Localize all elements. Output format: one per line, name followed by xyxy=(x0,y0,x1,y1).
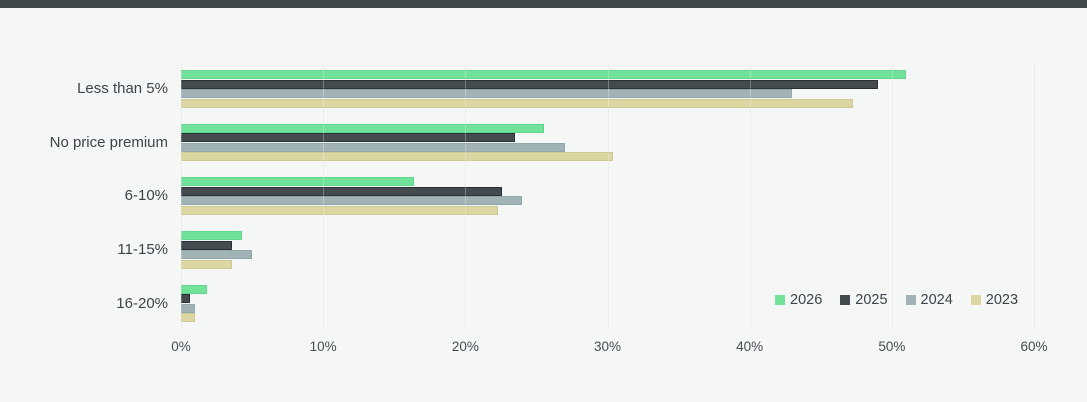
bar-2023-6-10- xyxy=(181,205,499,215)
x-tick-label: 20% xyxy=(451,339,479,354)
gridline-40% xyxy=(749,62,751,330)
bar-2025-16-20- xyxy=(181,294,190,304)
bar-2026-less-than-5- xyxy=(181,70,907,79)
gridline-60% xyxy=(1034,62,1035,330)
bar-2024-16-20- xyxy=(181,303,196,313)
bar-2024-11-15- xyxy=(181,250,253,260)
bar-2025-6-10- xyxy=(181,186,503,196)
bar-2026-no-price-premium xyxy=(181,123,544,133)
gridline-50% xyxy=(891,62,893,330)
bar-2024-no-price-premium xyxy=(181,142,565,152)
bar-2026-6-10- xyxy=(181,177,415,187)
top-accent-strip xyxy=(0,0,1087,8)
category-label: 16-20% xyxy=(116,294,168,312)
bar-2025-less-than-5- xyxy=(181,79,878,89)
legend-item-2024: 2024 xyxy=(905,292,953,308)
legend-item-2023: 2023 xyxy=(970,292,1019,308)
x-tick-label: 40% xyxy=(736,339,764,354)
x-tick-label: 0% xyxy=(171,339,191,354)
legend-swatch-2023 xyxy=(970,295,981,305)
bar-2023-less-than-5- xyxy=(181,98,854,108)
gridline-30% xyxy=(607,62,609,330)
legend-label: 2024 xyxy=(920,292,953,308)
bar-2026-11-15- xyxy=(181,231,243,241)
x-tick-label: 50% xyxy=(878,339,906,354)
legend-item-2026: 2026 xyxy=(775,293,822,307)
bar-2023-16-20- xyxy=(181,313,196,323)
category-label: 11-15% xyxy=(117,241,168,259)
legend-label: 2023 xyxy=(985,292,1019,308)
category-label: Less than 5% xyxy=(77,80,168,97)
gridline-20% xyxy=(465,62,467,330)
x-tick-label: 30% xyxy=(593,339,622,354)
legend-swatch-2024 xyxy=(905,295,916,305)
category-label: No price premium xyxy=(49,133,168,151)
bar-2025-no-price-premium xyxy=(181,133,516,143)
gridline-layer xyxy=(181,62,1035,330)
category-label: 6-10% xyxy=(124,187,168,205)
bar-2025-11-15- xyxy=(181,240,233,250)
gridline-10% xyxy=(323,62,325,330)
gridline-0% xyxy=(181,62,182,330)
bar-2023-no-price-premium xyxy=(181,152,614,162)
legend-swatch-2026 xyxy=(775,295,785,305)
x-tick-label: 60% xyxy=(1020,339,1048,354)
plot-area xyxy=(181,62,1035,330)
legend-item-2025: 2025 xyxy=(840,292,888,308)
bar-2024-less-than-5- xyxy=(181,89,793,98)
bar-2023-11-15- xyxy=(181,259,233,269)
bar-2026-16-20- xyxy=(181,284,207,294)
bar-2024-6-10- xyxy=(181,196,523,206)
bars-layer xyxy=(181,62,1034,330)
x-tick-label: 10% xyxy=(309,339,337,354)
legend-swatch-2025 xyxy=(840,295,851,305)
legend-label: 2025 xyxy=(855,292,888,308)
legend-label: 2026 xyxy=(790,292,823,308)
legend: 2026 2025 2024 2023 xyxy=(775,293,1018,307)
